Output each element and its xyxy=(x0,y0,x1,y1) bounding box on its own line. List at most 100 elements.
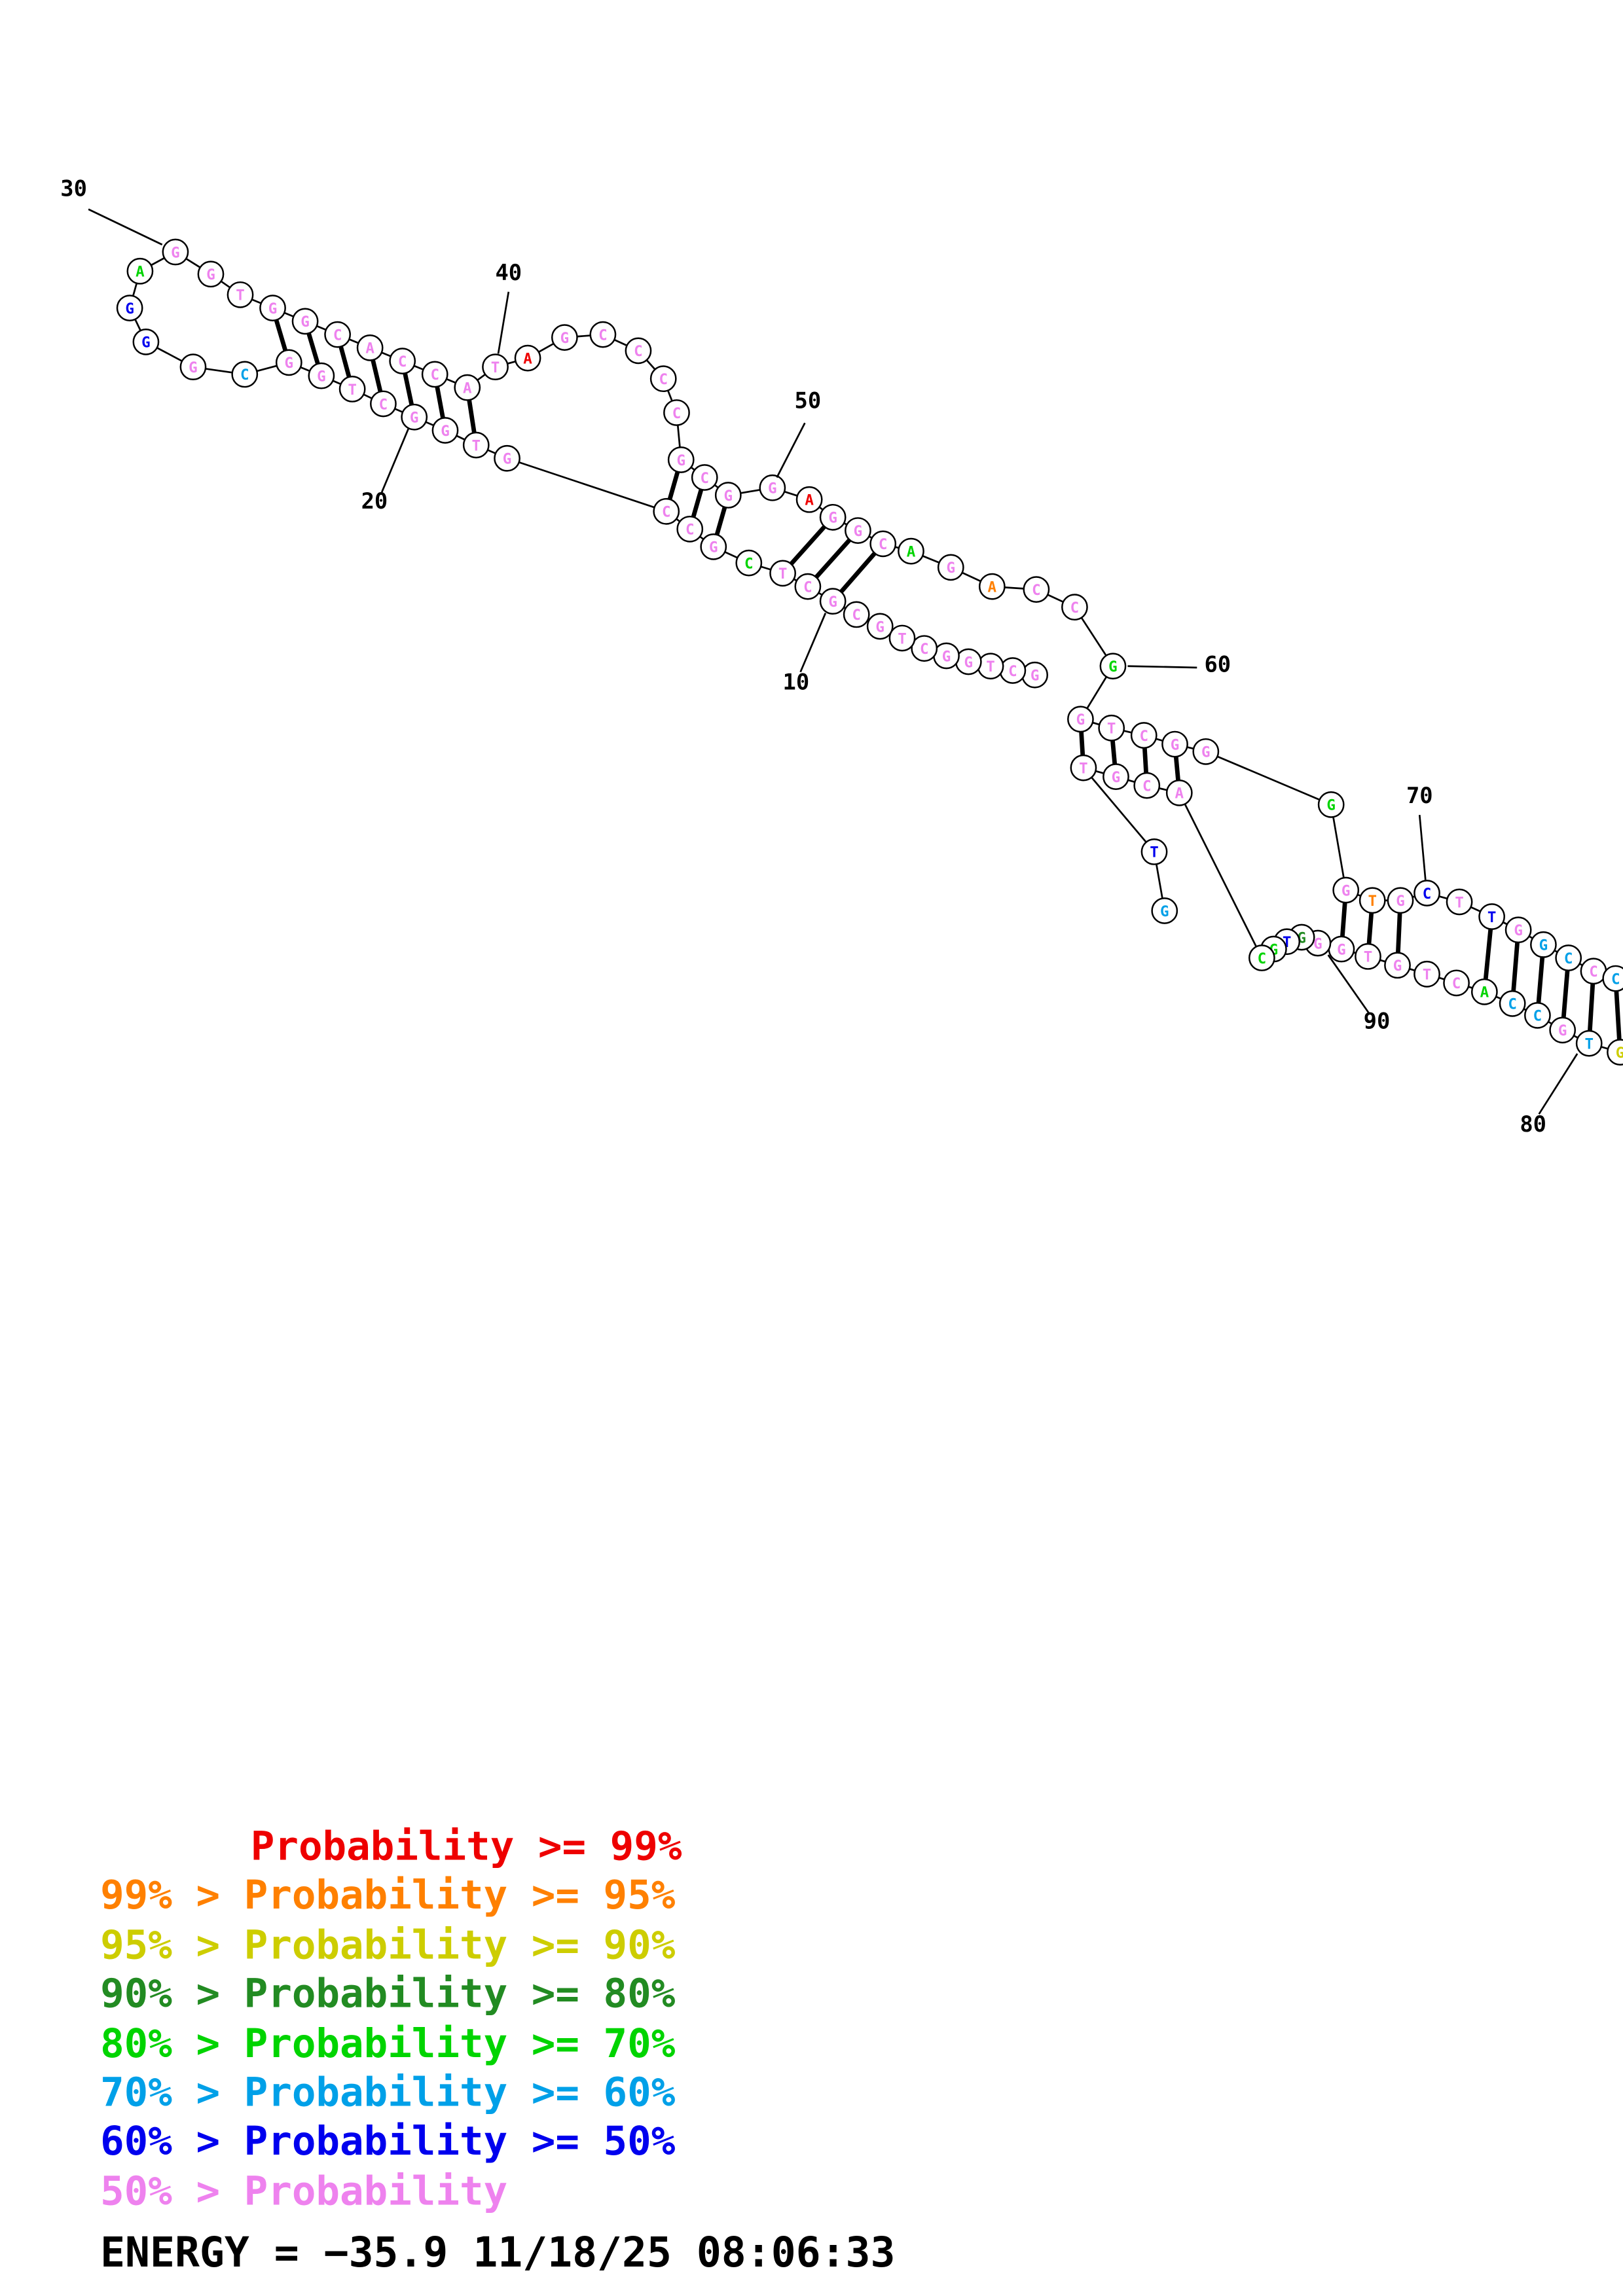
nucleotide-circle xyxy=(291,308,319,335)
nucleotide-base: G xyxy=(947,560,956,577)
nucleotide-circle xyxy=(1443,969,1470,997)
position-label-leader xyxy=(776,422,806,478)
nucleotide-base: G xyxy=(1558,1022,1567,1039)
nucleotide-circle xyxy=(866,613,894,640)
nucleotide-base: G xyxy=(1160,903,1169,920)
nucleotide-base: T xyxy=(1107,721,1116,738)
nucleotide-circle xyxy=(691,464,718,491)
nucleotide-circle xyxy=(1607,1039,1623,1066)
nucleotide-base: C xyxy=(1423,886,1432,903)
nucleotide-circle xyxy=(1387,887,1414,914)
nucleotide-circle xyxy=(482,353,509,381)
nucleotide-circle xyxy=(126,257,154,285)
nucleotide-base: C xyxy=(879,536,888,553)
nucleotide-base: C xyxy=(398,353,407,370)
nucleotide-circle xyxy=(667,446,695,473)
nucleotide-base: T xyxy=(1150,844,1159,861)
nucleotide-circle xyxy=(888,624,916,652)
nucleotide-circle xyxy=(259,295,286,321)
nucleotide-circle xyxy=(338,376,366,403)
nucleotide-base: G xyxy=(1337,941,1346,958)
nucleotide-base: C xyxy=(1452,975,1461,992)
nucleotide-circle xyxy=(1359,887,1386,914)
nucleotide-base: C xyxy=(1258,950,1267,967)
nucleotide-base: G xyxy=(1539,937,1548,954)
nucleotide-base: G xyxy=(828,510,837,527)
nucleotide-circle xyxy=(1530,931,1557,958)
position-label: 10 xyxy=(783,670,810,695)
nucleotide-base: T xyxy=(471,437,481,454)
nucleotide-base: C xyxy=(1611,971,1620,988)
nucleotide-base: T xyxy=(1364,949,1373,966)
legend-entry: 90% > Probability >= 80% xyxy=(100,1971,676,2017)
nucleotide-base: C xyxy=(1139,728,1148,745)
energy-text: ENERGY = −35.9 11/18/25 08:06:33 xyxy=(100,2228,895,2276)
nucleotide-base: G xyxy=(709,539,718,556)
backbone-segment xyxy=(1205,751,1332,806)
nucleotide-base: C xyxy=(1070,600,1080,617)
nucleotide-base: A xyxy=(365,340,374,357)
position-label: 40 xyxy=(495,260,522,285)
nucleotide-circle xyxy=(1140,838,1168,865)
nucleotide-circle xyxy=(794,573,822,600)
nucleotide-base: G xyxy=(1313,935,1322,952)
nucleotide-base: G xyxy=(410,410,419,427)
nucleotide-base: G xyxy=(441,423,450,440)
nucleotide-circle xyxy=(1478,903,1505,930)
nucleotide-base: G xyxy=(875,619,884,636)
nucleotide-circle xyxy=(1413,880,1440,906)
nucleotide-base: T xyxy=(898,630,907,647)
nucleotide-base: G xyxy=(560,330,570,347)
nucleotide-base: C xyxy=(852,607,861,624)
nucleotide-base: C xyxy=(672,405,682,422)
nucleotide-circle xyxy=(898,537,924,565)
nucleotide-circle xyxy=(663,399,690,426)
nucleotide-base: A xyxy=(1175,785,1184,802)
position-label: 20 xyxy=(361,488,388,514)
nucleotide-base: G xyxy=(768,480,777,497)
nucleotide-base: G xyxy=(206,266,215,283)
nucleotide-base: C xyxy=(1008,663,1017,680)
nucleotide-base: C xyxy=(1508,996,1517,1013)
nucleotide-base: C xyxy=(1589,963,1598,980)
nucleotide-circle xyxy=(1099,653,1127,680)
nucleotide-base: G xyxy=(125,300,134,317)
legend-entry: 99% > Probability >= 95% xyxy=(100,1873,676,1918)
nucleotide-circle xyxy=(937,554,964,581)
nucleotide-circle xyxy=(1470,978,1498,1005)
nucleotide-circle xyxy=(1575,1030,1603,1057)
nucleotide-circle xyxy=(1133,772,1161,799)
nucleotide-base: G xyxy=(285,355,294,372)
nucleotide-circle xyxy=(454,374,481,401)
nucleotide-base: G xyxy=(268,300,278,317)
nucleotide-circle xyxy=(649,365,677,393)
nucleotide-circle xyxy=(1384,952,1411,979)
nucleotide-circle xyxy=(769,560,796,587)
nucleotide-circle xyxy=(227,281,254,308)
nucleotide-circle xyxy=(1061,594,1088,621)
nucleotide-circle xyxy=(275,349,302,376)
legend-entry: 60% > Probability >= 50% xyxy=(100,2119,676,2164)
nucleotide-circle xyxy=(978,573,1006,600)
nucleotide-circle xyxy=(795,486,823,513)
nucleotide-base: T xyxy=(348,382,357,399)
nucleotide-circle xyxy=(1413,960,1440,988)
nucleotide-circle xyxy=(494,444,520,472)
nucleotide-circle xyxy=(1098,714,1125,742)
nucleotide-circle xyxy=(1504,916,1532,944)
position-label: 50 xyxy=(795,388,822,414)
nucleotide-base: G xyxy=(503,451,512,468)
nucleotide-base: G xyxy=(1030,668,1040,685)
nucleotide-base: G xyxy=(942,648,951,665)
nucleotide-base: C xyxy=(1142,778,1152,795)
legend-entry: 70% > Probability >= 60% xyxy=(100,2070,676,2116)
nucleotide-circle xyxy=(356,334,384,361)
nucleotide-base: A xyxy=(988,579,997,596)
nucleotide-circle xyxy=(700,533,727,560)
nucleotide-base: G xyxy=(1112,769,1121,786)
nucleotide-base: C xyxy=(659,371,668,388)
nucleotide-circle xyxy=(431,417,459,444)
nucleotide-base: T xyxy=(1079,760,1088,777)
nucleotide-base: A xyxy=(805,492,814,509)
